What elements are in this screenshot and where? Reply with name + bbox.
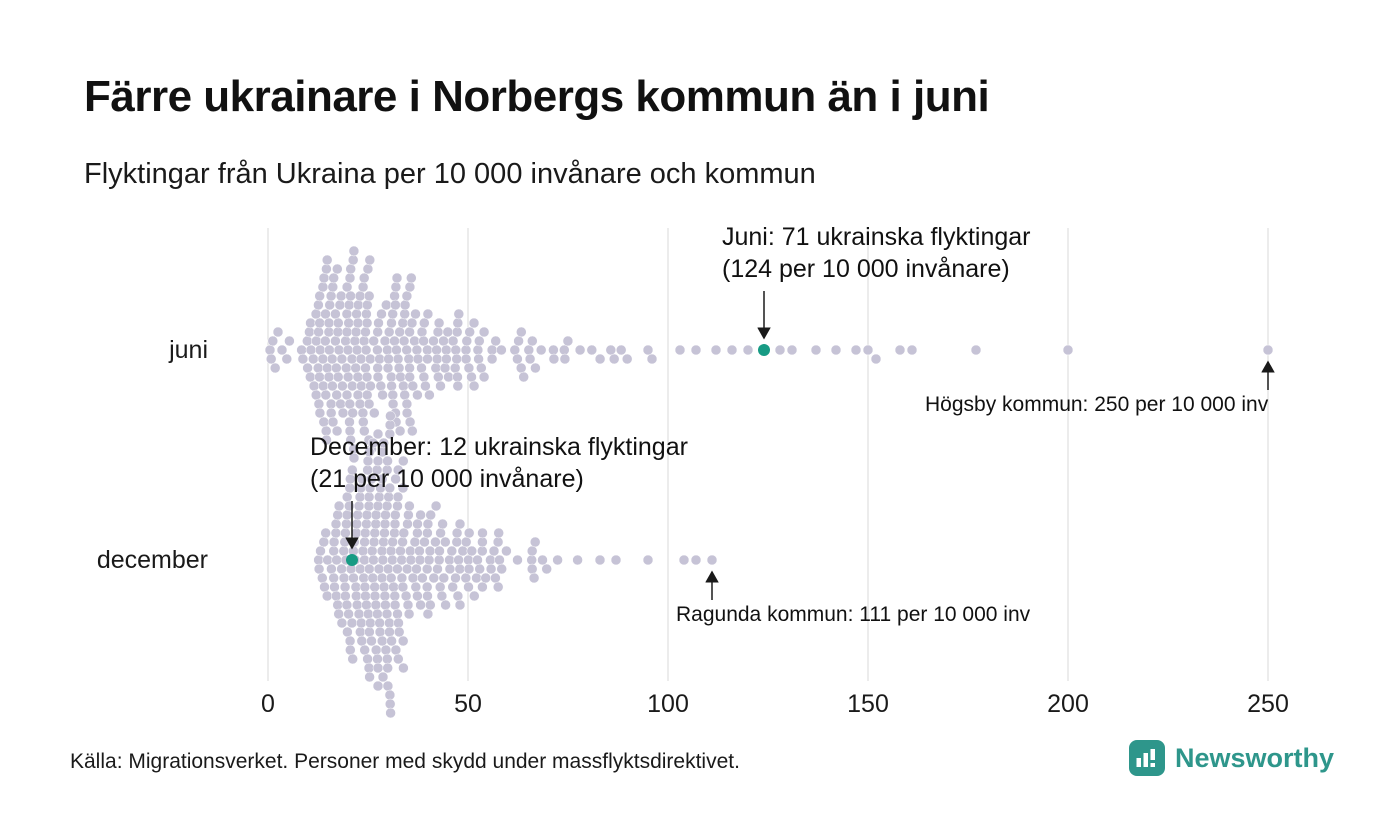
- december-swarm: [313, 410, 718, 719]
- max-dot-juni: [1262, 344, 1274, 356]
- annotation-december-highlight: December: 12 ukrainska flyktingar (21 pe…: [310, 431, 688, 495]
- chart-subtitle: Flyktingar från Ukraina per 10 000 invån…: [84, 158, 816, 190]
- juni-swarm: [264, 245, 1274, 464]
- row-label-december: december: [96, 546, 208, 574]
- annotation-arrows: [345, 291, 1275, 600]
- annotation-ragunda-max: Ragunda kommun: 111 per 10 000 inv: [676, 603, 1031, 626]
- newsworthy-logo-icon: [1128, 740, 1165, 776]
- x-tick-label: 50: [454, 690, 482, 718]
- annotation-juni-highlight: Juni: 71 ukrainska flyktingar (124 per 1…: [722, 221, 1030, 285]
- highlight-dot-juni: [758, 344, 770, 356]
- annotation-hogsby-max: Högsby kommun: 250 per 10 000 inv: [925, 393, 1269, 416]
- gridlines: [267, 228, 1269, 681]
- x-tick-label: 200: [1047, 690, 1089, 718]
- annotation-december-line2: (21 per 10 000 invånare): [310, 465, 584, 493]
- x-tick-label: 150: [847, 690, 889, 718]
- max-dot-december: [706, 554, 718, 566]
- row-label-juni: juni: [169, 336, 208, 364]
- source-note: Källa: Migrationsverket. Personer med sk…: [70, 750, 740, 773]
- x-tick-label: 0: [261, 690, 275, 718]
- newsworthy-logo-text: Newsworthy: [1174, 742, 1334, 773]
- annotation-juni-line1: Juni: 71 ukrainska flyktingar: [722, 223, 1031, 251]
- x-tick-label: 100: [647, 690, 689, 718]
- annotation-december-line1: December: 12 ukrainska flyktingar: [310, 433, 688, 461]
- chart-title: Färre ukrainare i Norbergs kommun än i j…: [84, 72, 990, 121]
- highlight-dot-december: [346, 554, 358, 566]
- newsworthy-logo: Newsworthy: [1128, 740, 1334, 776]
- x-tick-label: 250: [1247, 690, 1289, 718]
- annotation-juni-line2: (124 per 10 000 invånare): [722, 255, 1010, 283]
